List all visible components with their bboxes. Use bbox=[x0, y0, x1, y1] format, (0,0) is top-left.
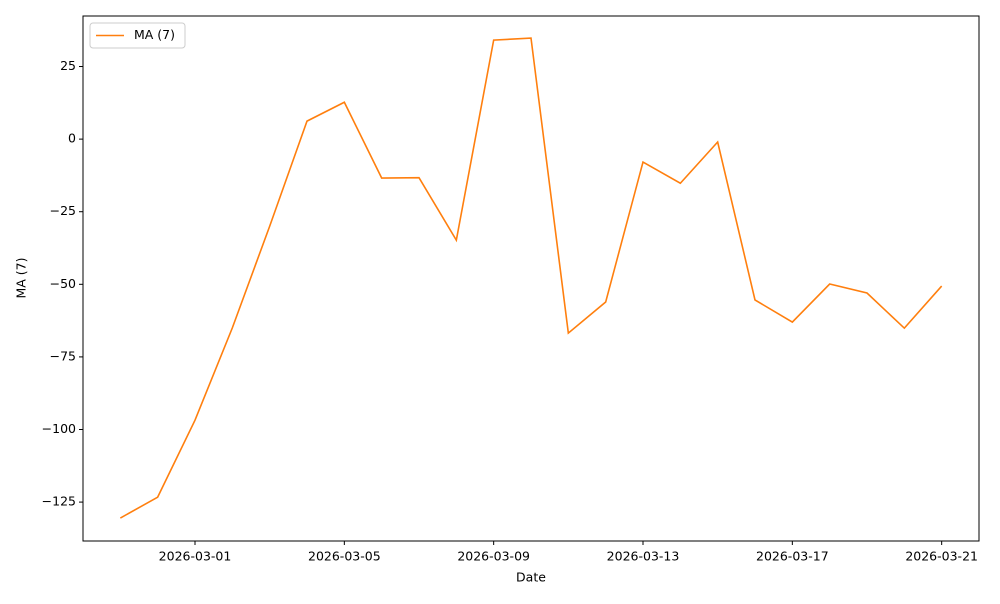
x-tick-label: 2026-03-17 bbox=[756, 549, 829, 564]
x-tick-label: 2026-03-01 bbox=[159, 549, 232, 564]
x-tick-label: 2026-03-13 bbox=[607, 549, 680, 564]
x-tick-label: 2026-03-09 bbox=[457, 549, 530, 564]
y-tick-label: −100 bbox=[42, 421, 76, 436]
y-tick-label: 25 bbox=[60, 58, 76, 73]
y-tick-label: −25 bbox=[50, 203, 76, 218]
x-axis-label: Date bbox=[516, 570, 546, 585]
legend-label: MA (7) bbox=[134, 27, 175, 42]
plot-frame bbox=[82, 15, 980, 542]
y-tick-label: −75 bbox=[50, 348, 76, 363]
legend-box bbox=[89, 22, 186, 49]
y-tick-label: 0 bbox=[68, 131, 76, 146]
x-tick-label: 2026-03-21 bbox=[905, 549, 978, 564]
x-tick-label: 2026-03-05 bbox=[308, 549, 381, 564]
y-axis-label: MA (7) bbox=[14, 257, 29, 298]
y-tick-label: −50 bbox=[50, 276, 76, 291]
y-tick-label: −125 bbox=[42, 494, 76, 509]
line-series bbox=[119, 37, 943, 519]
